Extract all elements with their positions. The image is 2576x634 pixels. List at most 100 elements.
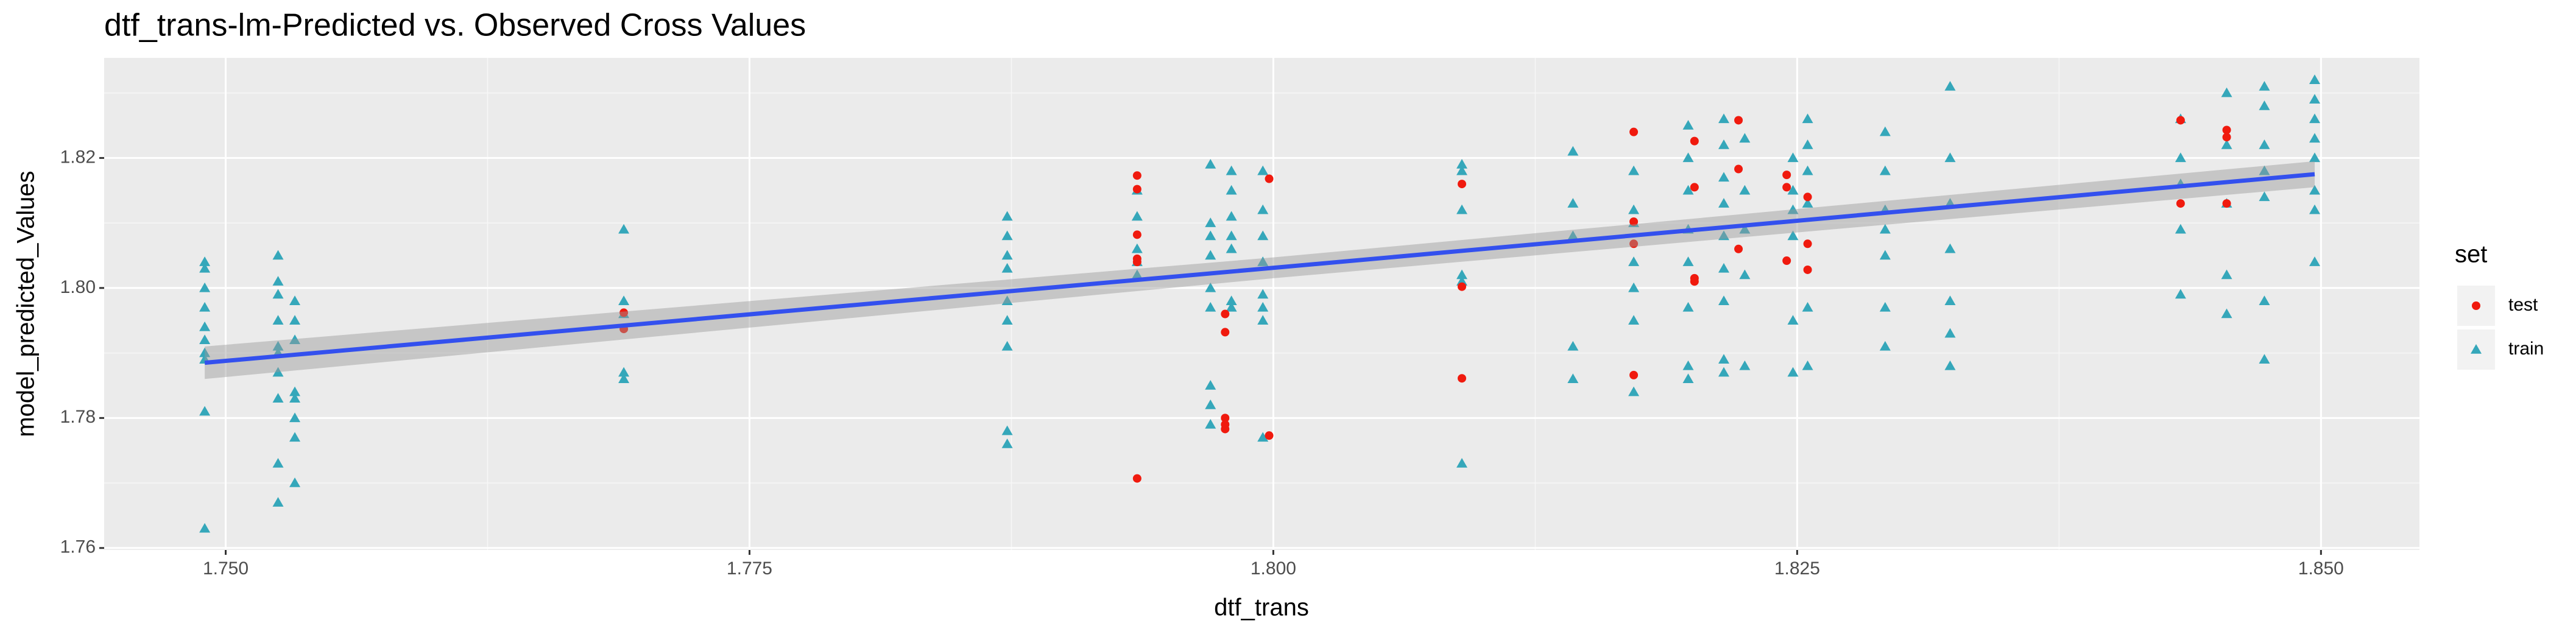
point [199,282,211,292]
point [1944,360,1956,370]
point [1257,301,1269,312]
legend-title: set [2455,241,2487,268]
point [1782,183,1791,192]
point [272,393,284,403]
point [1456,159,1468,169]
point [1257,315,1269,325]
point [2309,204,2321,214]
point [1226,230,1237,241]
point [199,301,211,312]
point [2176,116,2185,125]
point [1226,295,1237,305]
point [1226,185,1237,195]
point [1458,180,1467,189]
point [272,250,284,260]
point [1739,185,1751,195]
point [289,432,301,442]
point [2259,165,2270,175]
y-tick-label: 1.80 [60,277,96,297]
grid [104,58,2419,550]
point [1628,165,1640,175]
point [1802,139,1813,149]
point [1718,367,1729,377]
point [1682,301,1694,312]
point [1787,230,1799,241]
point [2309,185,2321,195]
point [1879,126,1891,136]
point [1718,354,1729,364]
x-tick-label: 1.775 [727,558,772,579]
point [1628,315,1640,325]
point [1567,340,1579,351]
point [1001,250,1013,260]
point [199,347,211,358]
point [2259,100,2270,110]
point [1802,113,1813,124]
point [289,393,301,403]
point [1001,295,1013,305]
point [272,458,284,468]
point [1001,230,1013,241]
point [1001,439,1013,448]
point [1787,185,1799,195]
point [2222,133,2231,142]
point [1739,360,1751,370]
point [1132,474,1142,483]
point [1734,116,1743,125]
point [1682,185,1694,195]
point [1205,418,1216,429]
point [1787,315,1799,325]
point [1690,136,1699,146]
point [1803,192,1812,202]
point [289,386,301,396]
point [1226,165,1237,175]
point [619,308,629,317]
point [1132,258,1142,267]
point [1628,282,1640,292]
point [1221,424,1230,434]
point [1205,230,1216,241]
point [1682,373,1694,384]
point [1257,256,1269,266]
point [1629,239,1639,248]
point [1682,152,1694,163]
point [199,262,211,273]
point [618,224,630,234]
point [1221,414,1230,423]
point [1718,230,1729,241]
x-tick-label: 1.750 [203,558,249,579]
point [1782,171,1791,180]
point [1787,152,1799,163]
point [1257,432,1269,442]
point [1458,374,1467,383]
point [1787,367,1799,377]
point [1628,386,1640,396]
point [1265,174,1274,183]
point [199,321,211,331]
point [2222,125,2231,135]
point [2221,87,2232,97]
point [1456,165,1468,175]
point [289,412,301,423]
point [1802,360,1813,370]
point [1739,224,1751,234]
point [1132,171,1142,180]
point [1734,244,1743,253]
point [1718,172,1729,182]
point [1001,315,1013,325]
y-tick-label: 1.82 [60,147,96,167]
point [289,315,301,325]
point [272,340,284,351]
point [2175,224,2186,234]
point [2309,256,2321,266]
point [2259,354,2270,364]
point [1257,289,1269,299]
point [1718,113,1729,124]
point [1802,301,1813,312]
point [618,295,630,305]
point [1205,159,1216,169]
point [1001,211,1013,221]
point [1629,370,1639,379]
point [199,523,211,533]
point [199,334,211,344]
